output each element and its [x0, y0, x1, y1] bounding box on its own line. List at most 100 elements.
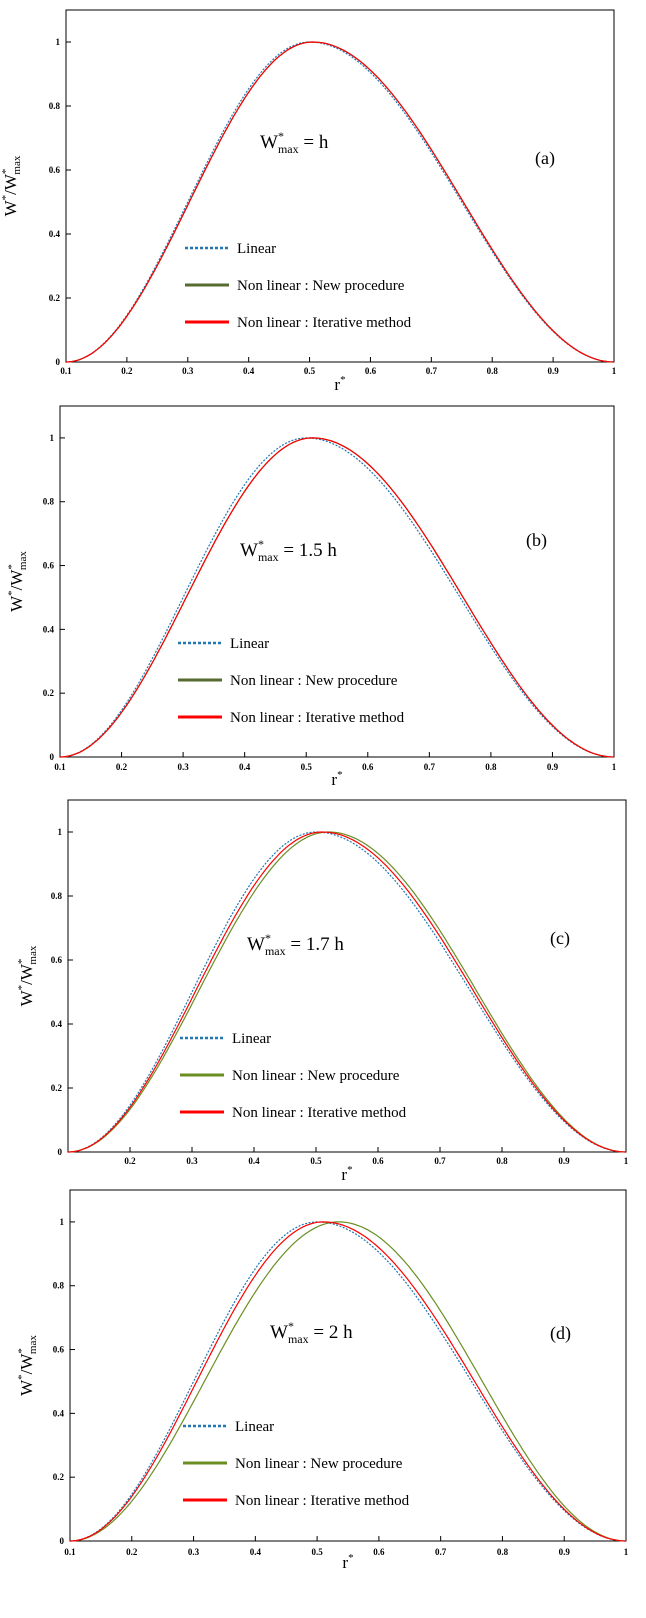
x-tick-label: 0.2	[126, 1547, 138, 1557]
y-tick-label: 0.8	[53, 1281, 65, 1291]
x-tick-label: 0.5	[310, 1156, 322, 1166]
x-tick-label: 0.1	[54, 762, 66, 772]
x-axis-title: r*	[331, 769, 342, 789]
x-tick-label: 0.1	[64, 1547, 76, 1557]
x-tick-label: 1	[612, 762, 617, 772]
y-axis-title: W*/W*max	[16, 1335, 39, 1396]
y-tick-label: 0.6	[51, 955, 63, 965]
x-tick-label: 0.2	[121, 366, 133, 376]
legend-label-3: Non linear : Iterative method	[232, 1105, 407, 1121]
x-tick-label: 1	[612, 366, 617, 376]
series-line-3	[69, 1221, 627, 1542]
annotation: W* max = 2 h	[270, 1319, 353, 1346]
series-line-2	[67, 831, 627, 1153]
annotation: W* max = 1.5 h	[240, 537, 337, 564]
x-tick-label: 0.3	[177, 762, 189, 772]
x-tick-label: 0.7	[426, 366, 438, 376]
x-tick-label: 0.7	[424, 762, 436, 772]
y-tick-label: 0.8	[51, 891, 63, 901]
y-tick-label: 1	[58, 827, 63, 837]
legend-label-2: Non linear : New procedure	[232, 1068, 400, 1084]
x-tick-label: 0.9	[559, 1547, 571, 1557]
y-tick-label: 0.6	[43, 561, 55, 571]
plot-frame	[67, 799, 627, 1153]
y-tick-label: 0.8	[49, 101, 61, 111]
x-tick-label: 0.9	[547, 366, 559, 376]
y-axis-title: W*/W*max	[6, 551, 29, 612]
y-axis-title: W*/W*max	[16, 945, 39, 1006]
x-tick-label: 1	[624, 1156, 629, 1166]
y-tick-label: 1	[50, 433, 55, 443]
legend-label-1: Linear	[235, 1419, 274, 1435]
y-tick-label: 0.6	[49, 165, 61, 175]
legend-label-1: Linear	[232, 1031, 271, 1047]
y-tick-label: 0.2	[51, 1083, 63, 1093]
x-tick-label: 0.9	[547, 762, 559, 772]
y-tick-label: 0.4	[53, 1408, 65, 1418]
panel-label: (c)	[550, 928, 570, 949]
x-tick-label: 0.1	[60, 366, 72, 376]
legend-label-2: Non linear : New procedure	[237, 278, 405, 294]
x-tick-label: 0.4	[248, 1156, 260, 1166]
x-tick-label: 0.2	[116, 762, 128, 772]
x-tick-label: 0.5	[311, 1547, 323, 1557]
plot-frame	[69, 1189, 627, 1542]
x-tick-label: 0.6	[362, 762, 374, 772]
chart-panel-b: 0.1 0.2 0.3 0.4 0.5 0.6 0.7 0.8 0.9 1 0 0.2 0.4 0.6 0.…	[6, 405, 617, 789]
x-tick-label: 0.8	[497, 1547, 509, 1557]
x-tick-label: 0.7	[434, 1156, 446, 1166]
x-axis-title: r*	[341, 1164, 352, 1184]
x-tick-label: 0.6	[372, 1156, 384, 1166]
x-axis-title: r*	[342, 1552, 353, 1572]
chart-panel-c: 0.2 0.3 0.4 0.5 0.6 0.7 0.8 0.9 1 0 0.2 0.4 0.6 0.8 1 r…	[16, 799, 629, 1184]
panel-label: (b)	[526, 530, 547, 551]
series-line-1	[69, 1221, 627, 1542]
y-tick-label: 0	[50, 752, 55, 762]
x-tick-label: 0.5	[301, 762, 313, 772]
chart-panel-d: 0.1 0.2 0.3 0.4 0.5 0.6 0.7 0.8 0.9 1 0 0.2 0.4 0.6 0.…	[16, 1189, 629, 1572]
x-tick-label: 0.8	[496, 1156, 508, 1166]
x-tick-label: 0.3	[186, 1156, 198, 1166]
y-tick-label: 0.6	[53, 1345, 65, 1355]
x-tick-label: 0.6	[373, 1547, 385, 1557]
y-tick-label: 1	[56, 37, 61, 47]
y-tick-label: 0.4	[49, 229, 61, 239]
x-tick-label: 0.3	[188, 1547, 200, 1557]
annotation: W* max = 1.7 h	[247, 931, 344, 958]
x-axis-title: r*	[334, 374, 345, 394]
series-line-3	[65, 41, 615, 363]
series-line-1	[59, 437, 615, 758]
legend-label-2: Non linear : New procedure	[235, 1456, 403, 1472]
y-tick-label: 0.4	[51, 1019, 63, 1029]
y-axis-title: W*/W*max	[0, 155, 23, 216]
series-line-1	[65, 41, 615, 363]
x-tick-label: 1	[624, 1547, 629, 1557]
x-tick-label: 0.2	[124, 1156, 136, 1166]
series-line-3	[59, 437, 615, 758]
y-tick-label: 0	[60, 1536, 65, 1546]
legend-label-1: Linear	[237, 241, 276, 257]
x-tick-label: 0.4	[239, 762, 251, 772]
legend-label-1: Linear	[230, 636, 269, 652]
x-tick-label: 0.8	[487, 366, 499, 376]
legend-label-3: Non linear : Iterative method	[235, 1493, 410, 1509]
y-tick-label: 0	[56, 357, 61, 367]
legend-label-2: Non linear : New procedure	[230, 673, 398, 689]
plot-frame	[59, 405, 615, 758]
x-tick-label: 0.8	[485, 762, 497, 772]
x-tick-label: 0.7	[435, 1547, 447, 1557]
y-tick-label: 1	[60, 1217, 65, 1227]
x-tick-label: 0.9	[558, 1156, 570, 1166]
y-tick-label: 0.2	[49, 293, 61, 303]
series-line-1	[67, 831, 627, 1153]
y-tick-label: 0	[58, 1147, 63, 1157]
y-tick-label: 0.2	[53, 1472, 65, 1482]
series-line-3	[67, 831, 627, 1153]
x-tick-label: 0.6	[365, 366, 377, 376]
x-tick-label: 0.3	[182, 366, 194, 376]
annotation: W* max = h	[260, 129, 329, 156]
chart-panel-a: 0.1 0.2 0.3 0.4 0.5 0.6 0.7 0.8 0.9 1 0 0.2 0.4 0.6 0.…	[0, 9, 617, 394]
panel-label: (d)	[550, 1323, 571, 1344]
y-tick-label: 0.2	[43, 688, 55, 698]
